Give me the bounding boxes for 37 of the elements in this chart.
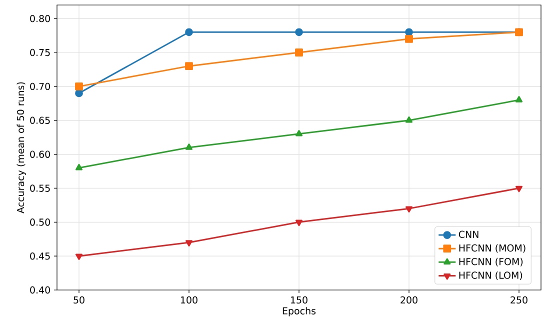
point — [405, 34, 413, 43]
point — [295, 130, 303, 136]
x-tick-label: 250 — [510, 296, 528, 304]
point — [295, 220, 303, 226]
point — [295, 48, 303, 56]
x-axis-title: Epochs — [282, 307, 316, 316]
y-tick-label: 0.40 — [30, 286, 50, 294]
point — [185, 62, 193, 70]
legend-label: HFCNN (FOM) — [459, 258, 523, 266]
legend-label: CNN — [458, 230, 478, 238]
legend-label: HFCNN (LOM) — [459, 271, 522, 280]
y-axis-title: Accuracy (mean of 50 runs) — [16, 82, 26, 214]
y-tick-label: 0.60 — [30, 150, 50, 158]
x-tick-label: 100 — [180, 296, 198, 304]
x-tick-label: 50 — [74, 296, 84, 304]
point — [515, 186, 523, 192]
x-tick-label: 150 — [290, 296, 308, 304]
point — [185, 144, 193, 150]
y-tick-label: 0.70 — [30, 82, 50, 90]
point — [405, 116, 413, 123]
y-tick-label: 0.75 — [30, 48, 50, 56]
legend-label: HFCNN (MOM) — [459, 244, 526, 253]
point — [75, 254, 83, 260]
y-tick-label: 0.55 — [30, 184, 50, 192]
x-tick-label: 200 — [400, 296, 418, 304]
y-tick-label: 0.50 — [30, 218, 50, 226]
point — [185, 240, 193, 246]
y-tick-label: 0.45 — [30, 252, 50, 260]
point — [75, 82, 83, 90]
y-tick-label: 0.80 — [30, 14, 50, 22]
point — [185, 28, 193, 36]
point — [295, 28, 303, 36]
point — [515, 96, 523, 102]
point — [75, 89, 83, 98]
y-tick-label: 0.65 — [30, 116, 50, 124]
point — [75, 164, 83, 170]
point — [405, 206, 413, 213]
